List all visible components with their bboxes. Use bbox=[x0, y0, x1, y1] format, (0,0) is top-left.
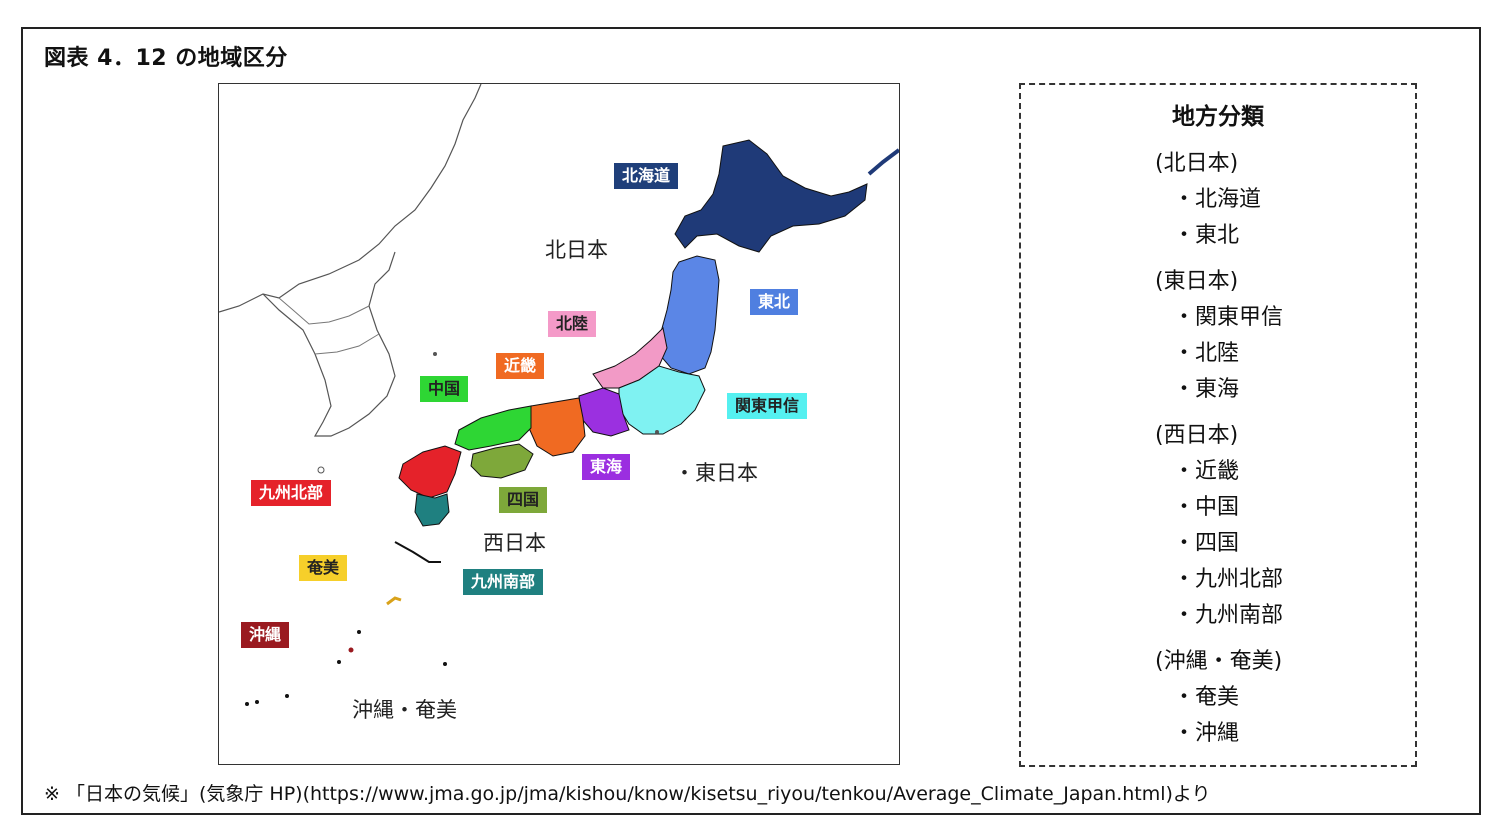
border-line bbox=[278, 297, 370, 325]
zone-okinawa-amami: 沖縄・奄美 bbox=[352, 698, 457, 722]
legend-item: ・東北 bbox=[1173, 223, 1240, 248]
tag-kyushu-north: 九州北部 bbox=[251, 480, 332, 506]
tag-kinki-text: 近畿 bbox=[504, 356, 537, 375]
continent-coastline bbox=[219, 84, 482, 313]
tag-kyushu-south: 九州南部 bbox=[463, 569, 544, 595]
zone-north-japan: 北日本 bbox=[545, 238, 608, 262]
legend-title: 地方分類 bbox=[1172, 104, 1264, 130]
legend-item: ・九州南部 bbox=[1173, 603, 1284, 628]
tag-hokkaido-text: 北海道 bbox=[622, 166, 671, 185]
legend-item: ・沖縄 bbox=[1173, 721, 1240, 746]
legend-group-heading: (沖縄・奄美) bbox=[1155, 649, 1283, 674]
tag-chugoku-text: 中国 bbox=[428, 379, 461, 398]
legend-item: ・中国 bbox=[1173, 495, 1240, 520]
tag-amami: 奄美 bbox=[299, 555, 348, 581]
zone-west-japan: 西日本 bbox=[483, 531, 546, 555]
kyushu-north-shape bbox=[398, 445, 462, 499]
tag-tokai: 東海 bbox=[582, 454, 631, 480]
legend-item: ・近畿 bbox=[1173, 459, 1240, 484]
tag-tohoku-text: 東北 bbox=[758, 292, 791, 311]
figure-frame bbox=[21, 27, 1481, 815]
legend-item: ・四国 bbox=[1173, 531, 1240, 556]
tag-shikoku: 四国 bbox=[499, 487, 548, 513]
region-map: 北海道 東北 北陸 近畿 中国 関東甲信 東海 四国 九州北部 九州南部 奄美 … bbox=[218, 83, 900, 765]
korea-coastline bbox=[262, 251, 396, 437]
tag-kanto-koshin: 関東甲信 bbox=[727, 393, 808, 419]
tag-tokai-text: 東海 bbox=[590, 457, 623, 476]
tag-hokuriku-text: 北陸 bbox=[556, 314, 589, 333]
island-arc bbox=[394, 541, 441, 563]
japan-map-graphic bbox=[219, 84, 899, 706]
tag-shikoku-text: 四国 bbox=[507, 490, 540, 509]
kanto-shape bbox=[618, 365, 706, 435]
amami-islands bbox=[386, 596, 402, 606]
legend-item: ・奄美 bbox=[1173, 685, 1240, 710]
kyushu-south-shape bbox=[414, 493, 450, 527]
tag-kyushu-north-text: 九州北部 bbox=[259, 483, 324, 502]
tag-kanto-koshin-text: 関東甲信 bbox=[735, 396, 800, 415]
legend-item: ・北陸 bbox=[1173, 341, 1240, 366]
legend-item: ・関東甲信 bbox=[1173, 305, 1284, 330]
legend-item: ・九州北部 bbox=[1173, 567, 1284, 592]
legend-box: 地方分類 (北日本) ・北海道 ・東北 (東日本) ・関東甲信 ・北陸 ・東海 … bbox=[1019, 83, 1417, 767]
legend-item: ・北海道 bbox=[1173, 187, 1262, 212]
tag-hokkaido: 北海道 bbox=[614, 163, 679, 189]
tag-amami-text: 奄美 bbox=[307, 558, 340, 577]
border-line-2 bbox=[314, 333, 380, 355]
tag-okinawa-text: 沖縄 bbox=[249, 625, 282, 644]
source-footnote: ※ 「日本の気候」(気象庁 HP)(https://www.jma.go.jp/… bbox=[44, 783, 1211, 805]
figure-title: 図表 4．12 の地域区分 bbox=[44, 46, 288, 71]
tag-tohoku: 東北 bbox=[750, 289, 799, 315]
tag-kyushu-south-text: 九州南部 bbox=[471, 572, 536, 591]
legend-group-heading: (北日本) bbox=[1155, 151, 1239, 176]
tag-okinawa: 沖縄 bbox=[241, 622, 290, 648]
tag-chugoku: 中国 bbox=[420, 376, 469, 402]
chugoku-shape bbox=[454, 405, 532, 451]
tokai-shape bbox=[578, 387, 630, 437]
legend-item: ・東海 bbox=[1173, 377, 1240, 402]
tag-kinki: 近畿 bbox=[496, 353, 545, 379]
kinki-shape bbox=[528, 397, 586, 457]
legend-group-heading: (東日本) bbox=[1155, 269, 1239, 294]
zone-east-japan: ・東日本 bbox=[674, 461, 758, 485]
tag-hokuriku: 北陸 bbox=[548, 311, 597, 337]
tohoku-shape bbox=[658, 255, 720, 375]
legend-group-heading: (西日本) bbox=[1155, 423, 1239, 448]
shikoku-shape bbox=[470, 443, 534, 479]
hokkaido-shape bbox=[674, 139, 868, 253]
